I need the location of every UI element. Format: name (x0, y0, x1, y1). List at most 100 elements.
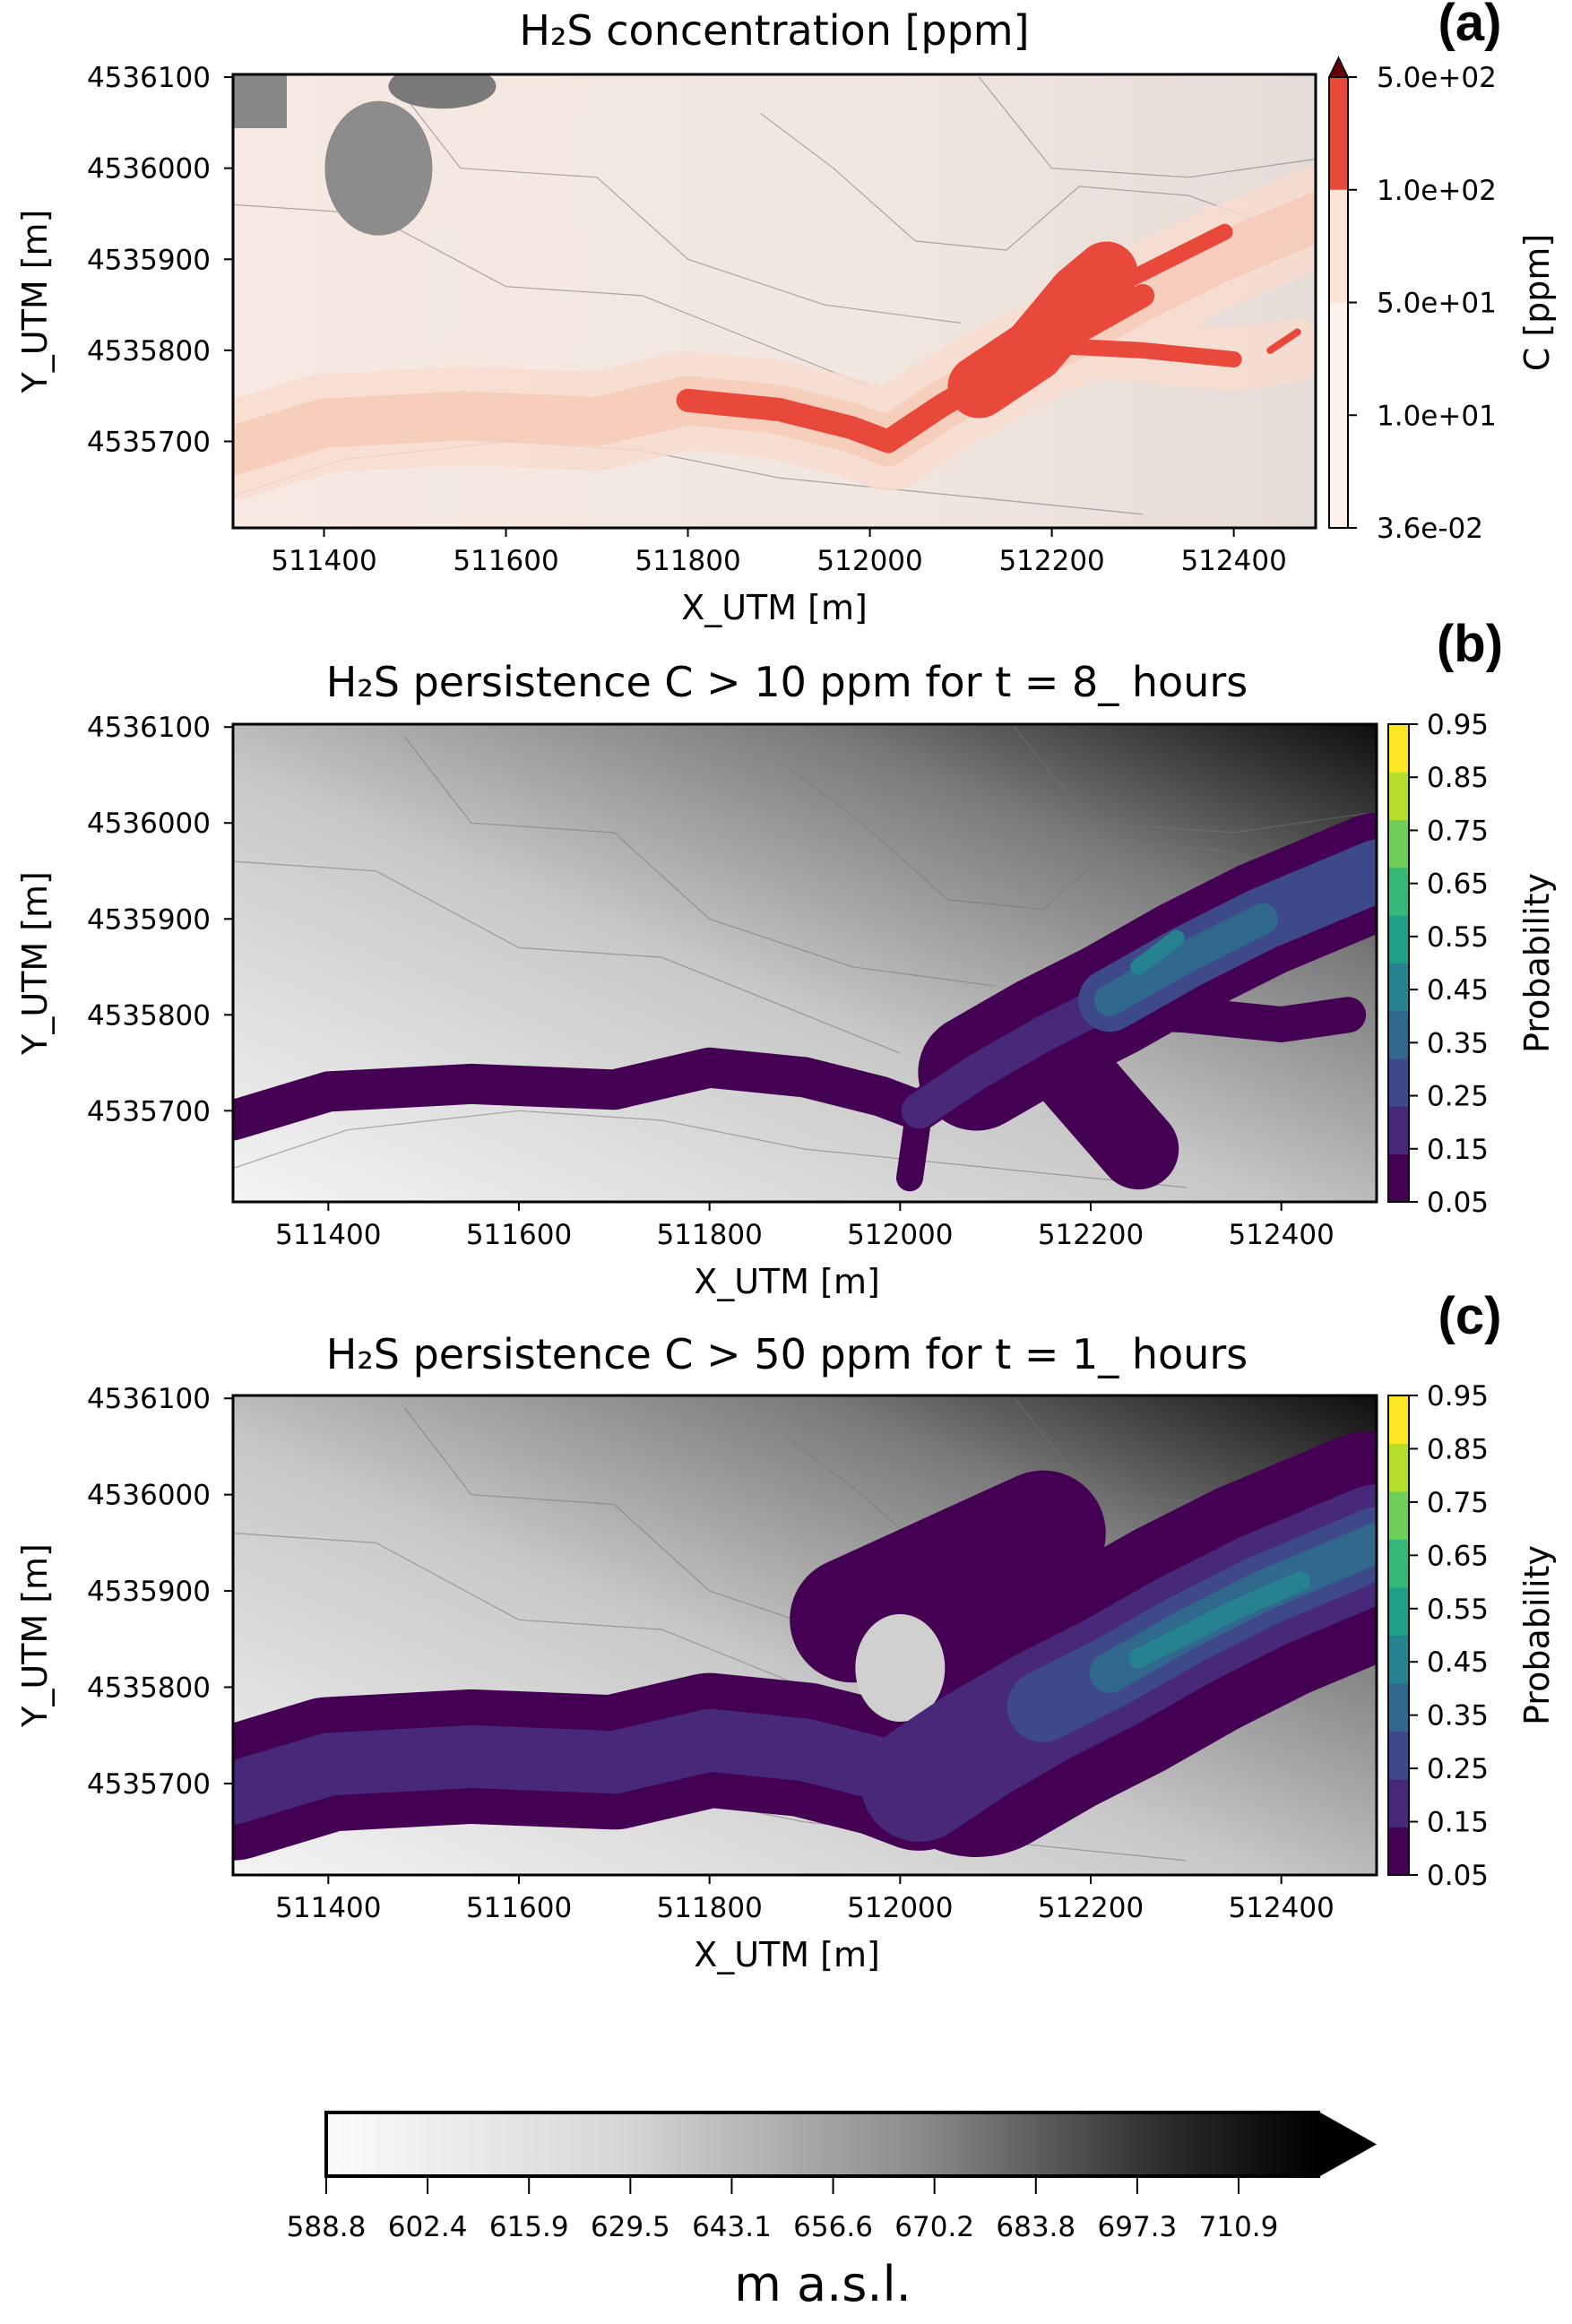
plume-over-100ppm (1043, 337, 1242, 367)
colorbar-segment (1388, 1443, 1409, 1492)
elevation-tick-label: 710.9 (1199, 2211, 1279, 2243)
x-tick-label: 511800 (656, 1219, 762, 1251)
colorbar-tick-label: 0.65 (1427, 868, 1489, 901)
x-tick-label: 511800 (635, 545, 740, 577)
colorbar-segment (1388, 1491, 1409, 1540)
colorbar-segment (1388, 819, 1409, 868)
colorbar-tick-label: 0.45 (1427, 974, 1489, 1006)
y-tick-label: 4536000 (87, 153, 211, 186)
elevation-tick-label: 629.5 (591, 2211, 670, 2243)
panel-label: (a) (1438, 0, 1502, 52)
colorbar-tick-label: 0.85 (1427, 762, 1489, 794)
elevation-contour (396, 85, 962, 324)
elevation-gradient (326, 2112, 1320, 2176)
y-axis-label: Y_UTM [m] (15, 871, 55, 1056)
probability-band (790, 1470, 1106, 1683)
elevation-tick-label: 602.4 (388, 2211, 468, 2243)
panel-1: 511400 511600 511800 512000 512200 512400 4536… (15, 0, 1557, 627)
colorbar-tick-label: 0.95 (1427, 709, 1489, 741)
terrain-dark-patch (388, 74, 497, 109)
colorbar-extend-arrow (1327, 56, 1350, 78)
probability-band (1130, 929, 1185, 975)
plume-over-100ppm (947, 241, 1138, 419)
colorbar-label: Probability (1517, 873, 1557, 1053)
x-tick-label: 512400 (1228, 1219, 1334, 1251)
elevation-contour (760, 113, 1316, 251)
colorbar-label: C [ppm] (1517, 234, 1557, 372)
colorbar-segment (1388, 1779, 1409, 1827)
terrain-dark-patch (233, 74, 287, 128)
panel-3: 511400 511600 511800 512000 512200 512400 4536… (15, 1287, 1557, 1974)
x-tick-label: 511400 (275, 1219, 381, 1251)
chart-title: H₂S concentration [ppm] (519, 6, 1029, 55)
y-tick-label: 4535800 (87, 335, 211, 367)
colorbar-tick-label: 0.35 (1427, 1700, 1489, 1732)
elevation-contour (785, 765, 1368, 911)
colorbar-tick-label: 5.0e+01 (1377, 288, 1497, 320)
colorbar-segment (1388, 1587, 1409, 1636)
elevation-tick-label: 670.2 (894, 2211, 974, 2243)
colorbar-tick-label: 0.35 (1427, 1027, 1489, 1059)
y-axis-label: Y_UTM [m] (15, 210, 55, 394)
colorbar-segment (1388, 1539, 1409, 1588)
colorbar-tick-label: 0.05 (1427, 1860, 1489, 1892)
colorbar-segment (1329, 302, 1348, 416)
colorbar-tick-label: 1.0e+02 (1377, 175, 1497, 207)
elevation-tick-label: 697.3 (1098, 2211, 1178, 2243)
colorbar-tick-label: 0.25 (1427, 1081, 1489, 1113)
colorbar-tick-label: 1.0e+01 (1377, 400, 1497, 432)
y-tick-label: 4535700 (87, 1768, 211, 1801)
x-axis-label: X_UTM [m] (694, 1262, 880, 1301)
elevation-tick-label: 588.8 (287, 2211, 367, 2243)
x-tick-label: 511600 (453, 545, 558, 577)
panel-label: (b) (1437, 615, 1503, 673)
colorbar-tick-label: 0.45 (1427, 1646, 1489, 1679)
elevation-contour (233, 1110, 1187, 1188)
x-tick-label: 511400 (275, 1892, 381, 1924)
terrain-gap (855, 1614, 946, 1723)
colorbar-segment (1388, 1395, 1409, 1444)
y-tick-label: 4536100 (87, 1383, 211, 1415)
elevation-contour (978, 76, 1316, 178)
colorbar-tick-label: 0.55 (1427, 1594, 1489, 1626)
colorbar-tick-label: 0.25 (1427, 1753, 1489, 1785)
colorbar-segment (1388, 867, 1409, 916)
x-tick-label: 511600 (466, 1892, 572, 1924)
elevation-tick-label: 643.1 (692, 2211, 772, 2243)
colorbar-tick-label: 0.15 (1427, 1807, 1489, 1839)
colorbar-segment (1329, 77, 1348, 190)
colorbar-label: Probability (1517, 1545, 1557, 1725)
y-axis-label: Y_UTM [m] (15, 1543, 55, 1728)
y-tick-label: 4535900 (87, 903, 211, 936)
x-tick-label: 512200 (998, 545, 1104, 577)
colorbar-frame (1387, 723, 1410, 1203)
colorbar-tick-label: 5.0e+02 (1377, 62, 1497, 94)
y-tick-label: 4536100 (87, 62, 211, 94)
colorbar-segment (1388, 1827, 1409, 1876)
colorbar-tick-label: 3.6e-02 (1377, 513, 1483, 545)
x-axis-label: X_UTM [m] (681, 588, 868, 627)
map-area (233, 74, 1316, 528)
chart-title: H₂S persistence C > 50 ppm for t = 1_ ho… (326, 1330, 1248, 1378)
x-tick-label: 511600 (466, 1219, 572, 1251)
elevation-colorbar-label: m a.s.l. (734, 2256, 911, 2312)
colorbar-segment (1329, 415, 1348, 528)
colorbar-segment (1388, 1635, 1409, 1684)
chart-title: H₂S persistence C > 10 ppm for t = 8_ ho… (326, 658, 1248, 706)
colorbar-tick-label: 0.95 (1427, 1380, 1489, 1413)
map-area (233, 1395, 1377, 1875)
y-tick-label: 4535800 (87, 1672, 211, 1705)
y-tick-label: 4536000 (87, 1480, 211, 1512)
x-tick-label: 512000 (847, 1892, 953, 1924)
colorbar-tick-label: 0.75 (1427, 815, 1489, 847)
colorbar-segment (1388, 772, 1409, 821)
probability-band (1128, 1571, 1310, 1669)
colorbar-segment (1388, 1731, 1409, 1780)
elevation-contour (403, 736, 996, 987)
colorbar-tick-label: 0.05 (1427, 1187, 1489, 1219)
plot-frame (231, 722, 1378, 1204)
panel-2: 511400 511600 511800 512000 512200 512400 4536… (15, 615, 1557, 1301)
colorbar-tick-label: 0.65 (1427, 1540, 1489, 1572)
colorbar-segment (1388, 1106, 1409, 1155)
plume-over-100ppm (1266, 328, 1301, 354)
